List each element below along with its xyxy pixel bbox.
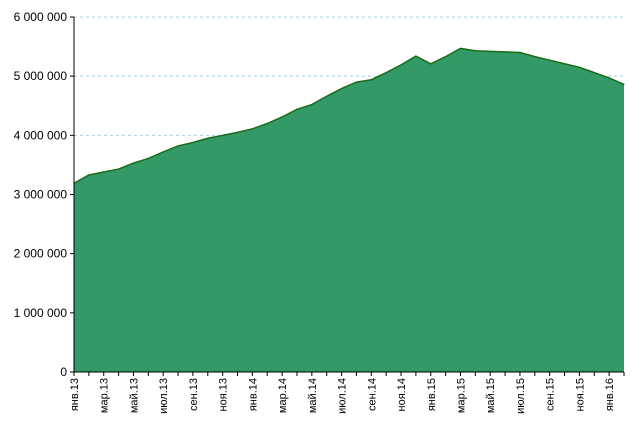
data-point-янв.16 <box>608 77 610 79</box>
y-tick-label: 4 000 000 <box>14 128 68 142</box>
data-point-фев.14 <box>266 122 268 125</box>
x-tick-label: сен.15 <box>545 378 557 411</box>
x-tick-label: май.13 <box>128 378 140 413</box>
data-point-май.13 <box>132 162 135 164</box>
data-point-янв.14 <box>251 128 253 130</box>
y-tick-label: 3 000 000 <box>14 188 68 202</box>
data-point-май.15 <box>489 50 491 52</box>
x-tick-label: май.14 <box>307 378 319 413</box>
x-tick-label: июл.14 <box>337 378 349 414</box>
area-line <box>73 47 625 184</box>
x-tick-label: мар.15 <box>455 378 467 413</box>
x-tick-label: ноя.15 <box>574 378 586 411</box>
area-fill <box>74 48 624 373</box>
x-tick-label: мар.13 <box>99 378 111 413</box>
data-point-мар.13 <box>103 171 105 173</box>
data-point-ноя.13 <box>222 134 224 136</box>
x-tick-label: ноя.13 <box>218 378 230 411</box>
y-tick-label: 1 000 000 <box>14 306 68 320</box>
y-tick-label: 5 000 000 <box>14 69 68 83</box>
data-point-июн.15 <box>504 51 506 53</box>
area-layer <box>73 47 625 373</box>
x-tick-labels: янв.13 мар.13 май.13 июл.13 сен.13 ноя.13 янв.… <box>69 378 616 414</box>
x-tick-label: янв.14 <box>247 378 259 411</box>
x-tick-label: янв.16 <box>604 378 616 411</box>
data-point-окт.15 <box>563 63 566 65</box>
data-point-дек.15 <box>593 72 595 74</box>
x-tick-label: мар.14 <box>277 378 289 413</box>
data-point-фев.15 <box>445 56 447 58</box>
data-point-сен.14 <box>370 79 372 81</box>
x-tick-label: май.15 <box>485 378 497 413</box>
y-tick-label: 6 000 000 <box>14 10 68 24</box>
data-point-апр.14 <box>296 108 298 110</box>
data-point-дек.14 <box>415 55 417 57</box>
data-point-апр.15 <box>474 50 476 52</box>
data-point-мар.14 <box>281 116 283 118</box>
x-tick-label: янв.15 <box>426 378 438 411</box>
data-point-окт.13 <box>207 137 209 139</box>
data-point-мар.15 <box>459 47 462 49</box>
data-point-фев.13 <box>88 174 90 176</box>
x-tick-label: сен.14 <box>366 378 378 411</box>
data-point-июн.14 <box>326 95 328 97</box>
data-point-ноя.14 <box>400 64 402 66</box>
axis-layer <box>70 16 625 376</box>
data-point-авг.15 <box>534 56 536 58</box>
data-point-июл.13 <box>162 151 164 153</box>
y-tick-label: 2 000 000 <box>14 247 68 261</box>
data-point-окт.14 <box>385 72 387 74</box>
data-point-янв.15 <box>430 63 432 65</box>
data-point-авг.13 <box>177 145 179 147</box>
data-point-сен.13 <box>192 141 194 144</box>
data-point-июл.15 <box>519 51 521 54</box>
data-point-авг.14 <box>355 81 358 83</box>
data-point-июл.14 <box>340 87 343 90</box>
data-point-май.14 <box>311 103 313 106</box>
x-tick-label: июл.13 <box>158 378 170 414</box>
x-tick-label: сен.13 <box>188 378 200 411</box>
data-point-фев.16 <box>623 83 625 86</box>
y-tick-labels: 0 1 000 000 2 000 000 3 000 000 4 000 000 5 0… <box>14 10 68 379</box>
data-point-сен.15 <box>549 59 551 61</box>
data-point-ноя.15 <box>578 66 581 68</box>
data-point-апр.13 <box>117 168 120 170</box>
data-point-дек.13 <box>236 131 239 133</box>
x-tick-label: ноя.14 <box>396 378 408 411</box>
x-tick-label: янв.13 <box>69 378 81 411</box>
x-tick-label: июл.15 <box>515 378 527 414</box>
data-point-июн.13 <box>147 157 149 160</box>
y-tick-label: 0 <box>60 365 67 379</box>
